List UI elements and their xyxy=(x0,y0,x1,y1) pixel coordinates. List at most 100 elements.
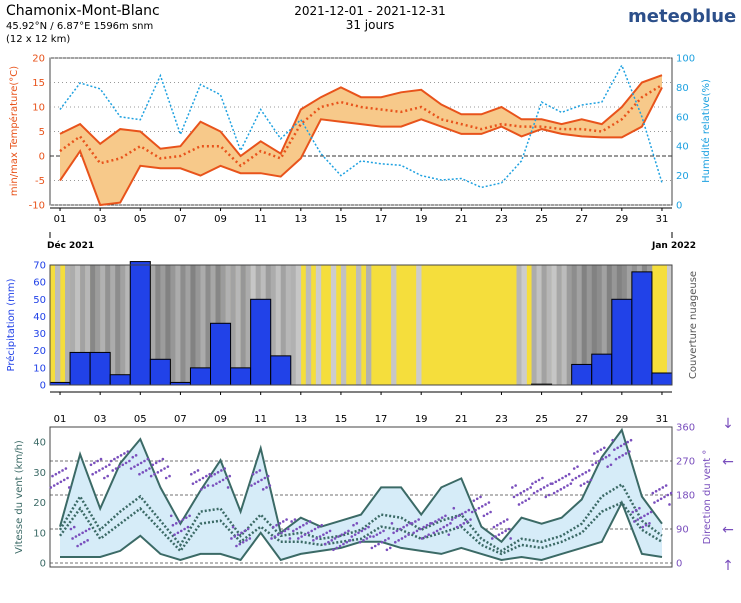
wind-direction-dot xyxy=(72,525,76,529)
wind-direction-dot xyxy=(158,459,161,463)
wind-direction-dot xyxy=(490,537,494,540)
wind-direction-dot xyxy=(208,472,211,476)
wind-direction-dot xyxy=(283,529,287,533)
wind-direction-dot xyxy=(104,465,108,468)
wind-direction-dot xyxy=(250,484,253,487)
wind-direction-dot xyxy=(174,522,178,525)
wind-direction-dot xyxy=(193,471,196,474)
day-tick-label: 03 xyxy=(94,214,107,225)
wind-direction-dot xyxy=(388,546,392,550)
wind-direction-dot xyxy=(462,522,466,525)
wind-direction-dot xyxy=(293,518,297,521)
wind-direction-dot xyxy=(611,438,614,442)
wind-direction-dot xyxy=(556,489,559,493)
wind-direction-dot xyxy=(183,527,186,531)
wind-direction-dot xyxy=(328,529,332,533)
wind-direction-dot xyxy=(163,467,166,470)
wind-direction-dot xyxy=(636,518,640,521)
wind-direction-dot xyxy=(387,537,390,540)
wind-direction-dot xyxy=(51,474,54,478)
cloud-strip xyxy=(295,265,302,385)
day-tick-label: 01 xyxy=(54,214,67,225)
wind-direction-dot xyxy=(200,488,203,491)
wind-speed-tick-label: 30 xyxy=(33,468,46,479)
wind-direction-dot xyxy=(569,482,573,485)
cloud-strip xyxy=(180,265,186,385)
wind-direction-dot xyxy=(577,474,581,478)
wind-direction-dot xyxy=(317,525,320,529)
wind-direction-dot xyxy=(340,533,344,536)
wind-direction-dot xyxy=(581,472,584,476)
wind-direction-dot xyxy=(541,476,544,480)
wind-direction-dot xyxy=(586,480,589,484)
wind-direction-dot xyxy=(357,531,360,535)
wind-direction-dot xyxy=(626,440,629,444)
wind-direction-dot xyxy=(494,535,497,538)
wind-direction-dot xyxy=(393,540,397,544)
wind-direction-dot xyxy=(161,457,165,461)
wind-direction-dot xyxy=(176,531,180,535)
wind-direction-dot xyxy=(559,488,563,491)
wind-direction-dot xyxy=(516,493,519,497)
wind-direction-dot xyxy=(522,489,526,493)
wind-direction-dot xyxy=(469,518,472,521)
wind-direction-dot xyxy=(643,514,646,518)
humidity-tick-label: 20 xyxy=(676,171,689,182)
day-tick-label: 19 xyxy=(415,214,428,225)
cloud-strip xyxy=(541,265,547,385)
wind-direction-dot xyxy=(151,463,155,467)
cloud-strip xyxy=(576,265,583,385)
wind-direction-dot xyxy=(442,525,446,529)
wind-direction-dot xyxy=(392,531,395,535)
wind-direction-dot xyxy=(457,514,461,518)
wind-direction-dot xyxy=(654,489,658,493)
wind-direction-dot xyxy=(93,461,96,465)
wind-direction-dot xyxy=(143,459,146,463)
wind-direction-dot xyxy=(82,540,86,544)
wind-direction-dot xyxy=(459,523,462,527)
wind-direction-dot xyxy=(634,508,638,512)
cloud-strip xyxy=(120,265,126,385)
wind-direction-dot xyxy=(425,523,429,527)
wind-direction-dot xyxy=(196,469,200,472)
temp-tick-label: -5 xyxy=(35,176,45,187)
wind-direction-dot xyxy=(594,461,598,465)
precipitation-bar xyxy=(210,322,232,386)
cloud-strip xyxy=(416,265,422,385)
wind-direction-dot xyxy=(529,486,533,489)
day-axis-top: 01 03 05 07 09 11 13 15 17 19 21 23 25 27 29 31 xyxy=(50,207,672,225)
wind-direction-dot xyxy=(189,472,193,476)
wind-direction-dot xyxy=(487,501,491,504)
wind-direction-dot xyxy=(310,529,313,533)
wind-direction-dot xyxy=(352,523,355,527)
cloud-strip xyxy=(105,265,111,385)
precipitation-bar xyxy=(149,358,171,386)
precipitation-tick-label: 70 xyxy=(33,261,46,272)
day-tick-label: 29 xyxy=(615,414,628,425)
wind-direction-dot xyxy=(171,523,175,527)
wind-direction-dot xyxy=(609,463,613,467)
wind-direction-dot xyxy=(191,482,195,485)
cloud-strip xyxy=(556,265,562,385)
cloud-strip xyxy=(245,265,251,385)
wind-direction-dot xyxy=(116,455,120,459)
wind-direction-dot xyxy=(360,529,364,533)
wind-direction-dot xyxy=(248,537,252,540)
wind-direction-dot xyxy=(226,486,230,489)
wind-direction-dot xyxy=(378,531,382,535)
wind-direction-dot xyxy=(228,474,232,478)
wind-direction-dot xyxy=(233,535,237,538)
wind-direction-dot xyxy=(166,465,170,468)
wind-direction-dot xyxy=(656,499,660,502)
precipitation-bar xyxy=(571,363,593,386)
wind-direction-dot xyxy=(544,495,548,499)
cloud-cover-axis-label: Couverture nuageuse xyxy=(688,271,699,379)
wind-direction-dot xyxy=(220,469,223,472)
wind-direction-dot xyxy=(330,539,334,542)
wind-direction-dot xyxy=(362,539,365,542)
wind-direction-dot xyxy=(514,484,517,487)
cloud-strip xyxy=(596,265,603,385)
wind-direction-dot xyxy=(149,474,153,478)
wind-direction-dot xyxy=(168,474,171,478)
wind-direction-dot xyxy=(449,522,452,525)
